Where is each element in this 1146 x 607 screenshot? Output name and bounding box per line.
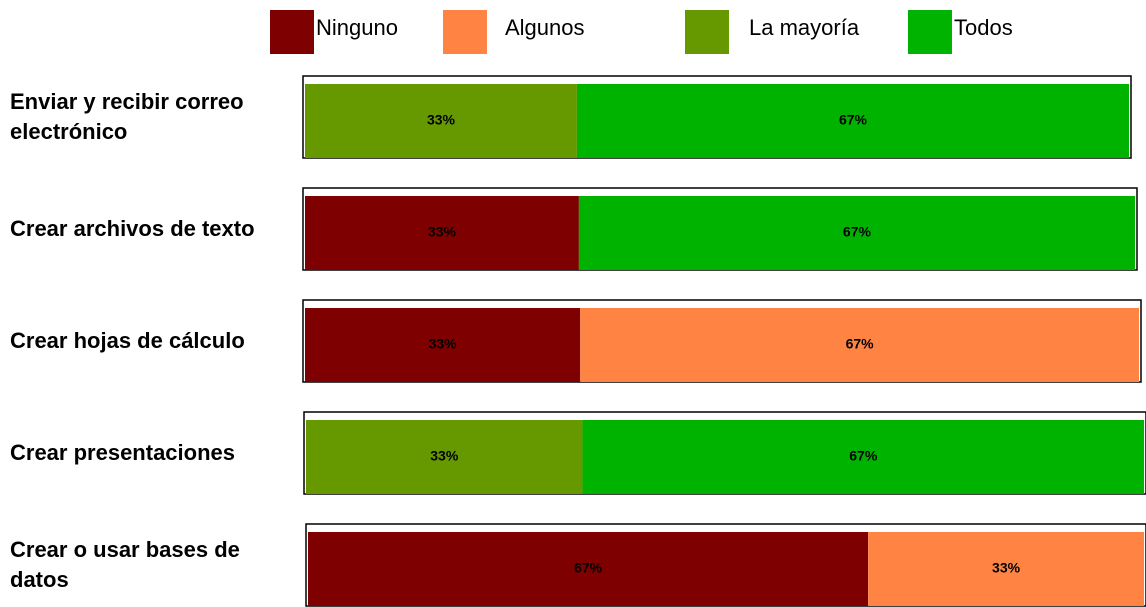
bar-segment xyxy=(305,196,579,270)
legend-swatch xyxy=(908,10,952,54)
data-label: 33% xyxy=(430,448,459,464)
data-label: 33% xyxy=(427,112,456,128)
data-label: 67% xyxy=(839,112,868,128)
data-label: 67% xyxy=(843,224,872,240)
bar-segment xyxy=(305,308,581,382)
bar-segment xyxy=(578,196,1135,270)
legend-swatch xyxy=(685,10,729,54)
bar-segment xyxy=(576,84,1129,158)
category-label: Crear hojas de cálculo xyxy=(10,328,245,353)
data-label: 33% xyxy=(428,224,457,240)
legend-label: Todos xyxy=(954,15,1013,40)
bar-segment xyxy=(868,532,1144,606)
bar-segment xyxy=(580,308,1139,382)
legend-swatch xyxy=(270,10,314,54)
legend-swatch xyxy=(443,10,487,54)
category-label: Crear presentaciones xyxy=(10,440,235,465)
data-label: 33% xyxy=(992,560,1021,576)
data-label: 67% xyxy=(846,336,875,352)
bar-segment xyxy=(306,420,583,494)
legend-label: Algunos xyxy=(505,15,585,40)
data-label: 33% xyxy=(429,336,458,352)
bar-segment xyxy=(308,532,869,606)
legend-label: La mayoría xyxy=(749,15,860,40)
data-label: 67% xyxy=(574,560,603,576)
data-label: 67% xyxy=(849,448,878,464)
category-label: Crear o usar bases de datos xyxy=(10,537,240,592)
bar-segment xyxy=(582,420,1144,494)
category-label: Enviar y recibir correo electrónico xyxy=(10,89,244,144)
legend-label: Ninguno xyxy=(316,15,398,40)
bar-segment xyxy=(305,84,577,158)
category-label: Crear archivos de texto xyxy=(10,216,255,241)
